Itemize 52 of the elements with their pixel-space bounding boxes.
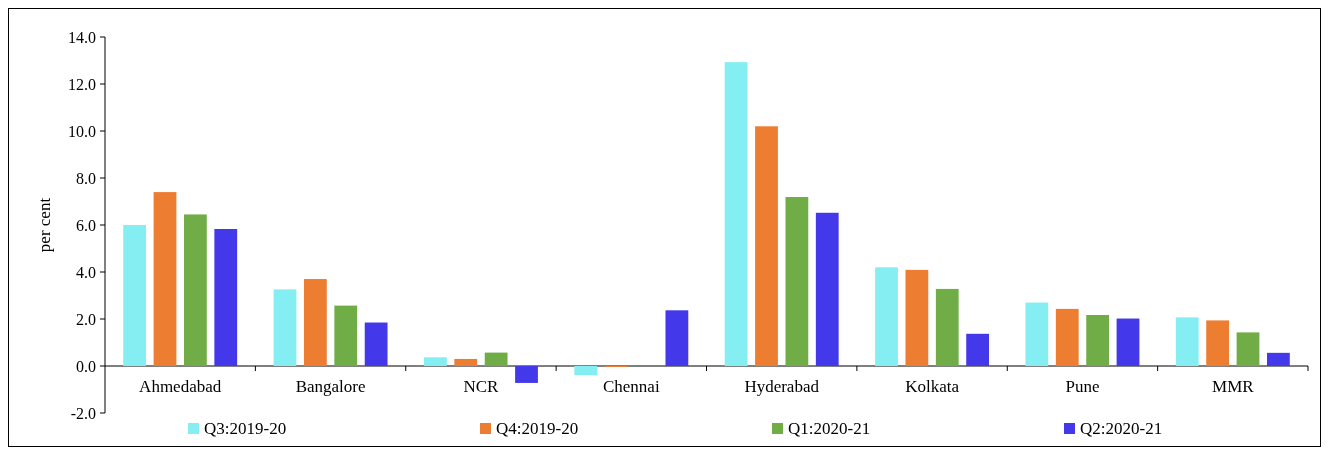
bar	[966, 333, 990, 366]
bar	[875, 267, 898, 366]
x-tick-label: Chennai	[602, 377, 660, 396]
bar	[1175, 317, 1199, 366]
bar	[423, 357, 447, 366]
bar	[303, 279, 327, 366]
bar	[1055, 308, 1079, 366]
bar	[214, 229, 238, 366]
y-tick-label: 14.0	[68, 28, 96, 46]
y-tick-label: 12.0	[68, 75, 96, 93]
x-tick-label: Bangalore	[295, 377, 366, 396]
bar	[785, 197, 809, 366]
y-tick-label: 6.0	[76, 216, 96, 234]
bar	[1206, 320, 1230, 366]
bar	[935, 288, 959, 366]
bar	[1236, 332, 1260, 366]
x-tick-label: Pune	[1065, 377, 1100, 396]
bar	[905, 269, 929, 366]
bar	[574, 366, 598, 376]
bar	[484, 352, 508, 366]
x-tick-label: Hyderabad	[744, 377, 820, 396]
legend-label: Q3:2019-20	[204, 419, 287, 438]
bar	[153, 192, 177, 366]
bar	[755, 126, 778, 366]
bar	[515, 366, 538, 383]
x-tick-label: Kolkata	[905, 377, 960, 396]
bar	[815, 212, 839, 366]
y-tick-label: 10.0	[68, 122, 96, 140]
bar	[1266, 352, 1290, 366]
bar	[334, 305, 358, 366]
legend-label: Q4:2019-20	[496, 419, 579, 438]
y-tick-label: 4.0	[76, 263, 96, 281]
y-tick-label: -2.0	[70, 404, 96, 422]
bar	[665, 310, 689, 366]
x-tick-label: MMR	[1212, 377, 1255, 396]
y-tick-label: 2.0	[76, 310, 96, 328]
bar	[273, 289, 297, 366]
bar	[1116, 318, 1140, 366]
bar	[454, 358, 478, 366]
bar	[183, 214, 207, 366]
bar	[123, 225, 147, 366]
x-tick-label: NCR	[463, 377, 500, 396]
y-axis-title: per cent	[35, 197, 54, 253]
bar	[1025, 302, 1049, 366]
bar	[1086, 315, 1110, 366]
bar	[364, 322, 388, 366]
legend-label: Q2:2020-21	[1080, 419, 1163, 438]
y-tick-label: 8.0	[76, 169, 96, 187]
legend-label: Q1:2020-21	[788, 419, 871, 438]
y-tick-label: 0.0	[76, 357, 96, 375]
bar	[724, 62, 748, 366]
x-tick-label: Ahmedabad	[139, 377, 222, 396]
